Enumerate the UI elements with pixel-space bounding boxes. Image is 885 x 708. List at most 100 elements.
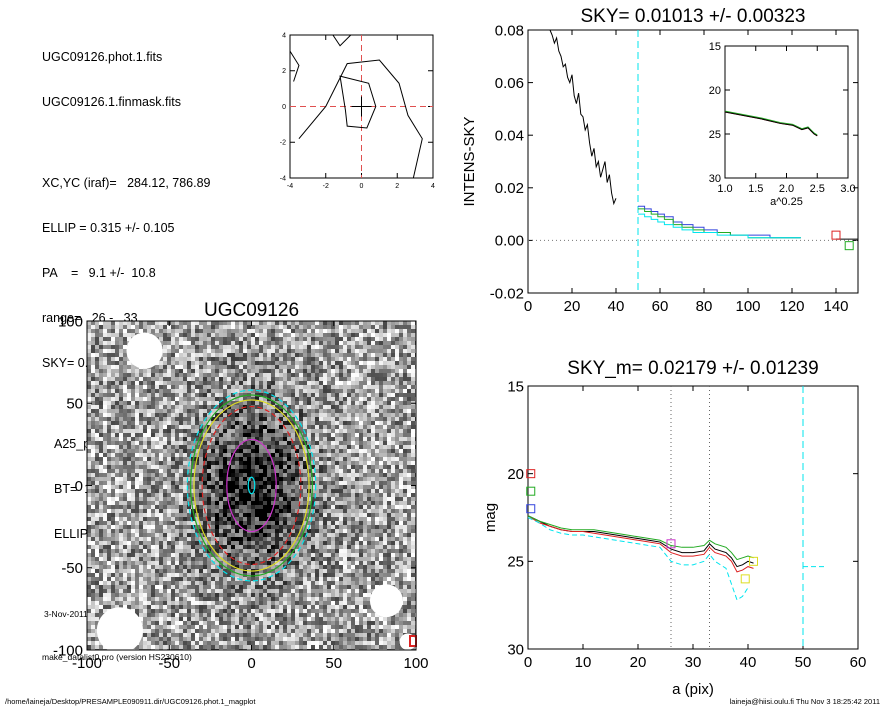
y-tick-label: 0.04 xyxy=(495,127,524,144)
x-tick-label: 3.0 xyxy=(840,183,855,195)
image-pixels xyxy=(87,321,416,650)
inset-series-green xyxy=(724,110,818,136)
y-tick-label: 20 xyxy=(507,466,524,483)
mag-title: SKY_m= 0.02179 +/- 0.01239 xyxy=(567,358,818,379)
mag-ylabel: mag xyxy=(482,503,499,532)
profile-line xyxy=(549,29,617,206)
footer-user: laineja@hiisi.oulu.fi Thu Nov 3 18:25:42… xyxy=(729,697,880,706)
x-tick-label: 50 xyxy=(325,655,342,672)
y-tick-label: -100 xyxy=(53,642,83,659)
mask-region xyxy=(126,332,163,369)
x-tick-label: 0 xyxy=(247,655,255,672)
contour-outer xyxy=(332,34,352,47)
series-green xyxy=(638,208,801,239)
mag-series-red xyxy=(527,515,754,573)
footer-path: /home/laineja/Desktop/PRESAMPLE090911.di… xyxy=(5,697,256,706)
mag-xlabel: a (pix) xyxy=(672,681,714,698)
x-tick-label: -2 xyxy=(323,183,329,190)
y-tick-label: -2 xyxy=(280,140,286,147)
y-tick-label: -50 xyxy=(61,560,83,577)
y-tick-label: 15 xyxy=(507,378,524,395)
x-tick-label: 2 xyxy=(395,183,399,190)
x-tick-label: 40 xyxy=(608,298,625,315)
x-tick-label: 1.0 xyxy=(717,183,732,195)
y-tick-label: 30 xyxy=(709,173,721,185)
info-program: make_datalist0.pro (version HS230610) xyxy=(42,652,192,662)
x-tick-label: 0 xyxy=(524,298,532,315)
ellipse-red xyxy=(201,405,302,566)
y-tick-label: 25 xyxy=(709,129,721,141)
inset-xlabel: a^0.25 xyxy=(770,196,803,208)
y-tick-label: 4 xyxy=(282,32,286,39)
ellipse-green xyxy=(190,394,313,577)
contour-middle xyxy=(298,59,423,179)
marker-blue xyxy=(526,504,536,514)
x-tick-label: 30 xyxy=(685,654,702,671)
x-tick-label: 4 xyxy=(431,183,435,190)
y-tick-label: 0.08 xyxy=(495,22,524,39)
y-tick-label: 0 xyxy=(282,104,286,111)
x-tick-label: 40 xyxy=(740,654,757,671)
x-tick-label: 60 xyxy=(652,298,669,315)
x-tick-label: 100 xyxy=(735,298,760,315)
y-tick-label: 20 xyxy=(709,85,721,97)
y-tick-label: 15 xyxy=(709,41,721,53)
y-tick-label: 0 xyxy=(75,478,83,495)
y-tick-label: 25 xyxy=(507,554,524,571)
y-tick-label: 100 xyxy=(58,313,83,330)
x-tick-label: 10 xyxy=(575,654,592,671)
marker-yellow xyxy=(749,556,758,566)
y-tick-label: 2 xyxy=(282,68,286,75)
y-tick-label: 30 xyxy=(507,641,524,658)
marker-green xyxy=(844,241,854,251)
mask-region xyxy=(96,607,143,650)
ellipse-cyan xyxy=(186,389,317,582)
y-tick-label: -4 xyxy=(280,175,286,182)
x-tick-label: 50 xyxy=(795,654,812,671)
mask-region xyxy=(369,584,403,618)
x-tick-label: 60 xyxy=(850,654,867,671)
x-tick-label: -4 xyxy=(287,183,293,190)
y-tick-label: 0.02 xyxy=(495,180,524,197)
x-tick-label: 100 xyxy=(403,655,428,672)
center-cross xyxy=(351,96,372,117)
marker-yellow xyxy=(740,574,750,584)
x-tick-label: 20 xyxy=(630,654,647,671)
x-tick-label: 0 xyxy=(360,183,364,190)
image-title: UGC09126 xyxy=(204,300,299,321)
ellipse-magenta xyxy=(226,438,277,533)
info-line: XC,YC (iraf)= 284.12, 786.89 xyxy=(42,176,211,190)
x-tick-label: 2.0 xyxy=(779,183,794,195)
marker-magenta xyxy=(666,539,676,549)
x-tick-label: -100 xyxy=(72,655,102,672)
x-tick-label: 120 xyxy=(779,298,804,315)
ellipse-cyan xyxy=(247,476,256,495)
inset-series-black xyxy=(724,111,818,137)
marker-red xyxy=(526,469,536,479)
x-tick-label: 80 xyxy=(696,298,713,315)
marker-green xyxy=(526,486,536,496)
x-tick-label: 2.5 xyxy=(810,183,825,195)
y-tick-label: -0.02 xyxy=(490,285,524,302)
info-line: UGC09126.1.finmask.fits xyxy=(42,95,181,109)
x-tick-label: 0 xyxy=(524,654,532,671)
y-tick-label: 50 xyxy=(66,396,83,413)
mag-series-cyan xyxy=(527,517,749,601)
info-line: ELLIP = 0.315 +/- 0.105 xyxy=(42,221,175,235)
x-tick-label: 1.5 xyxy=(748,183,763,195)
marker-red xyxy=(831,230,841,240)
y-tick-label: 0.06 xyxy=(495,75,524,92)
y-tick-label: 0.00 xyxy=(495,233,524,250)
contour-outer xyxy=(289,50,300,82)
contour-inner xyxy=(339,75,377,129)
ellipse-yellow xyxy=(193,399,310,572)
intens-frame xyxy=(527,29,859,294)
info-line: PA = 9.1 +/- 10.8 xyxy=(42,266,156,280)
intens-title: SKY= 0.01013 +/- 0.00323 xyxy=(580,6,805,27)
inset-frame xyxy=(724,45,849,179)
x-tick-label: -50 xyxy=(158,655,180,672)
x-tick-label: 20 xyxy=(564,298,581,315)
intens-ylabel: INTENS-SKY xyxy=(461,116,478,206)
series-cyan xyxy=(638,213,801,239)
